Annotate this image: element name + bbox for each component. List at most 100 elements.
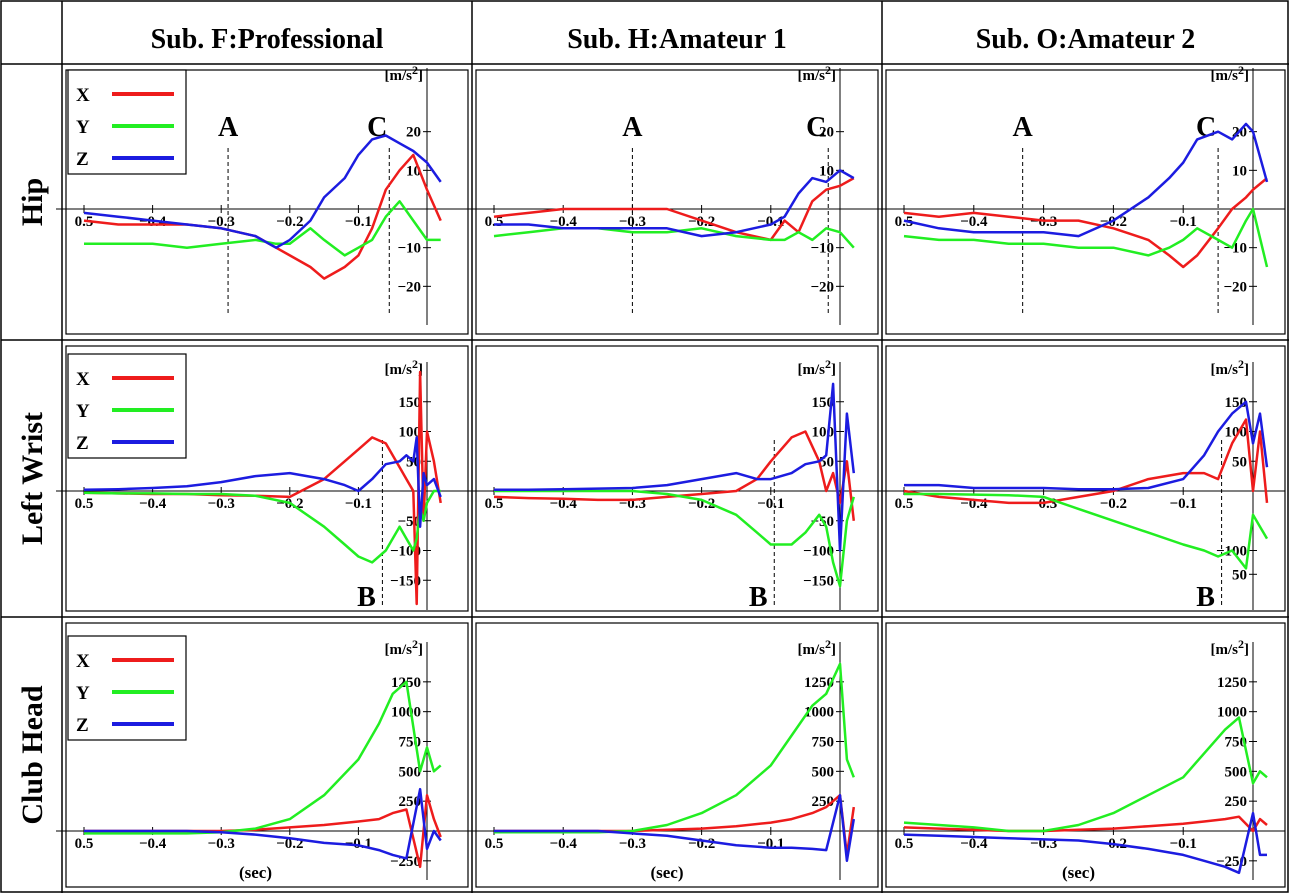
x-tick-label: −0.1: [345, 496, 372, 512]
x-tick-label: 0.5: [485, 496, 504, 512]
series-line-x: [903, 177, 1268, 269]
unit-label: [m/s2]: [385, 637, 424, 658]
legend-label: Z: [76, 149, 89, 170]
y-tick-label: −10: [397, 241, 421, 257]
panel-border: [885, 69, 1286, 335]
x-tick-label: −0.3: [619, 836, 646, 852]
x-tick-label: −0.4: [550, 214, 578, 230]
y-tick-label: 750: [812, 735, 835, 751]
series-line-z: [903, 811, 1267, 875]
series-line-x: [494, 793, 856, 857]
chart-panel: 0.5 −0.4 −0.3 −0.2 −0.112501000750500250−250…: [876, 622, 1286, 888]
x-tick-label: −0.1: [1170, 496, 1197, 512]
x-tick-label: 0.5: [895, 836, 914, 852]
x-tick-label: 0.5: [75, 496, 94, 512]
y-tick-label: −100: [803, 544, 834, 560]
x-tick-label: −0.4: [960, 836, 988, 852]
panel-border: [885, 345, 1286, 612]
y-tick-label: 250: [1225, 794, 1248, 810]
x-tick-label: −0.4: [550, 836, 578, 852]
unit-label: [m/s2]: [1211, 357, 1250, 378]
y-tick-label: −20: [1223, 279, 1247, 295]
legend-label: X: [76, 651, 90, 672]
legend-label: X: [76, 369, 90, 390]
y-tick-label: −250: [390, 854, 421, 870]
series-line-z: [84, 787, 442, 860]
series-line-y: [84, 680, 442, 835]
panel-border: [65, 69, 469, 335]
legend-label: Z: [76, 715, 89, 736]
y-tick-label: −20: [810, 279, 834, 295]
y-tick-label: −150: [390, 573, 421, 589]
row-label: Hip: [16, 178, 49, 226]
unit-label: [m/s2]: [1211, 637, 1250, 658]
x-tick-label: −0.1: [1170, 836, 1197, 852]
series-line-z: [904, 400, 1269, 491]
x-tick-label: −0.4: [960, 214, 988, 230]
x-tick-label: −0.1: [757, 496, 784, 512]
legend-label: Y: [76, 401, 90, 422]
row-labels: Hip Left Wrist Club Head: [16, 178, 49, 825]
y-tick-label: 20: [406, 125, 421, 141]
marker-label: A: [1013, 112, 1034, 143]
y-tick-label: 1250: [1217, 675, 1247, 691]
row-label: Left Wrist: [16, 412, 49, 545]
series-line-z: [83, 134, 442, 249]
x-tick-label: 0.5: [75, 836, 94, 852]
y-tick-label: 100: [812, 425, 835, 441]
column-title: Sub. H:Amateur 1: [567, 24, 787, 55]
unit-label: [m/s2]: [385, 63, 424, 84]
y-tick-label: 500: [812, 764, 835, 780]
y-tick-label: 1250: [804, 675, 834, 691]
x-axis-label: (sec): [650, 863, 683, 882]
x-tick-label: −0.1: [345, 214, 372, 230]
x-tick-label: −0.1: [1170, 214, 1197, 230]
panel-border: [885, 622, 1286, 888]
y-tick-label: 150: [399, 395, 422, 411]
x-axis-label: (sec): [239, 863, 272, 882]
column-title: Sub. O:Amateur 2: [976, 24, 1196, 55]
y-tick-label: −20: [397, 279, 421, 295]
x-tick-label: 0.5: [485, 836, 504, 852]
series-line-y: [84, 200, 441, 257]
series-line-y: [494, 489, 856, 588]
series-line-z: [494, 169, 855, 238]
row-label: Club Head: [16, 685, 49, 825]
y-tick-label: 10: [1232, 163, 1247, 179]
series-line-x: [903, 815, 1268, 833]
y-tick-label: 100: [399, 425, 422, 441]
legend-label: Y: [76, 117, 90, 138]
column-title: Sub. F:Professional: [151, 24, 384, 55]
x-tick-label: 0.5: [485, 214, 504, 230]
series-line-x: [493, 430, 856, 521]
panel-border: [475, 69, 879, 335]
series-line-z: [83, 436, 442, 528]
legend-label: Z: [76, 433, 89, 454]
y-tick-label: 500: [1225, 764, 1248, 780]
x-tick-label: −0.4: [139, 214, 167, 230]
legend-label: Y: [76, 683, 90, 704]
y-tick-label: 20: [819, 125, 834, 141]
x-tick-label: −0.2: [276, 214, 303, 230]
y-tick-label: 750: [1225, 735, 1248, 751]
panel-border: [475, 345, 879, 612]
marker-label: A: [622, 112, 643, 143]
y-tick-label: −10: [1223, 241, 1247, 257]
y-tick-label: −10: [810, 241, 834, 257]
legend: XYZ: [67, 353, 187, 459]
x-axis-label: (sec): [1062, 863, 1095, 882]
x-tick-label: −0.2: [1100, 496, 1127, 512]
y-tick-label: 50: [1232, 454, 1247, 470]
chart-panel: 0.5 −0.4 −0.3 −0.2 −0.112501000750500250[m/s…: [466, 622, 879, 888]
x-tick-label: −0.3: [1030, 214, 1057, 230]
series-line-y: [83, 489, 441, 564]
legend: XYZ: [67, 69, 187, 175]
y-tick-label: −150: [803, 573, 834, 589]
legend: XYZ: [67, 635, 187, 741]
